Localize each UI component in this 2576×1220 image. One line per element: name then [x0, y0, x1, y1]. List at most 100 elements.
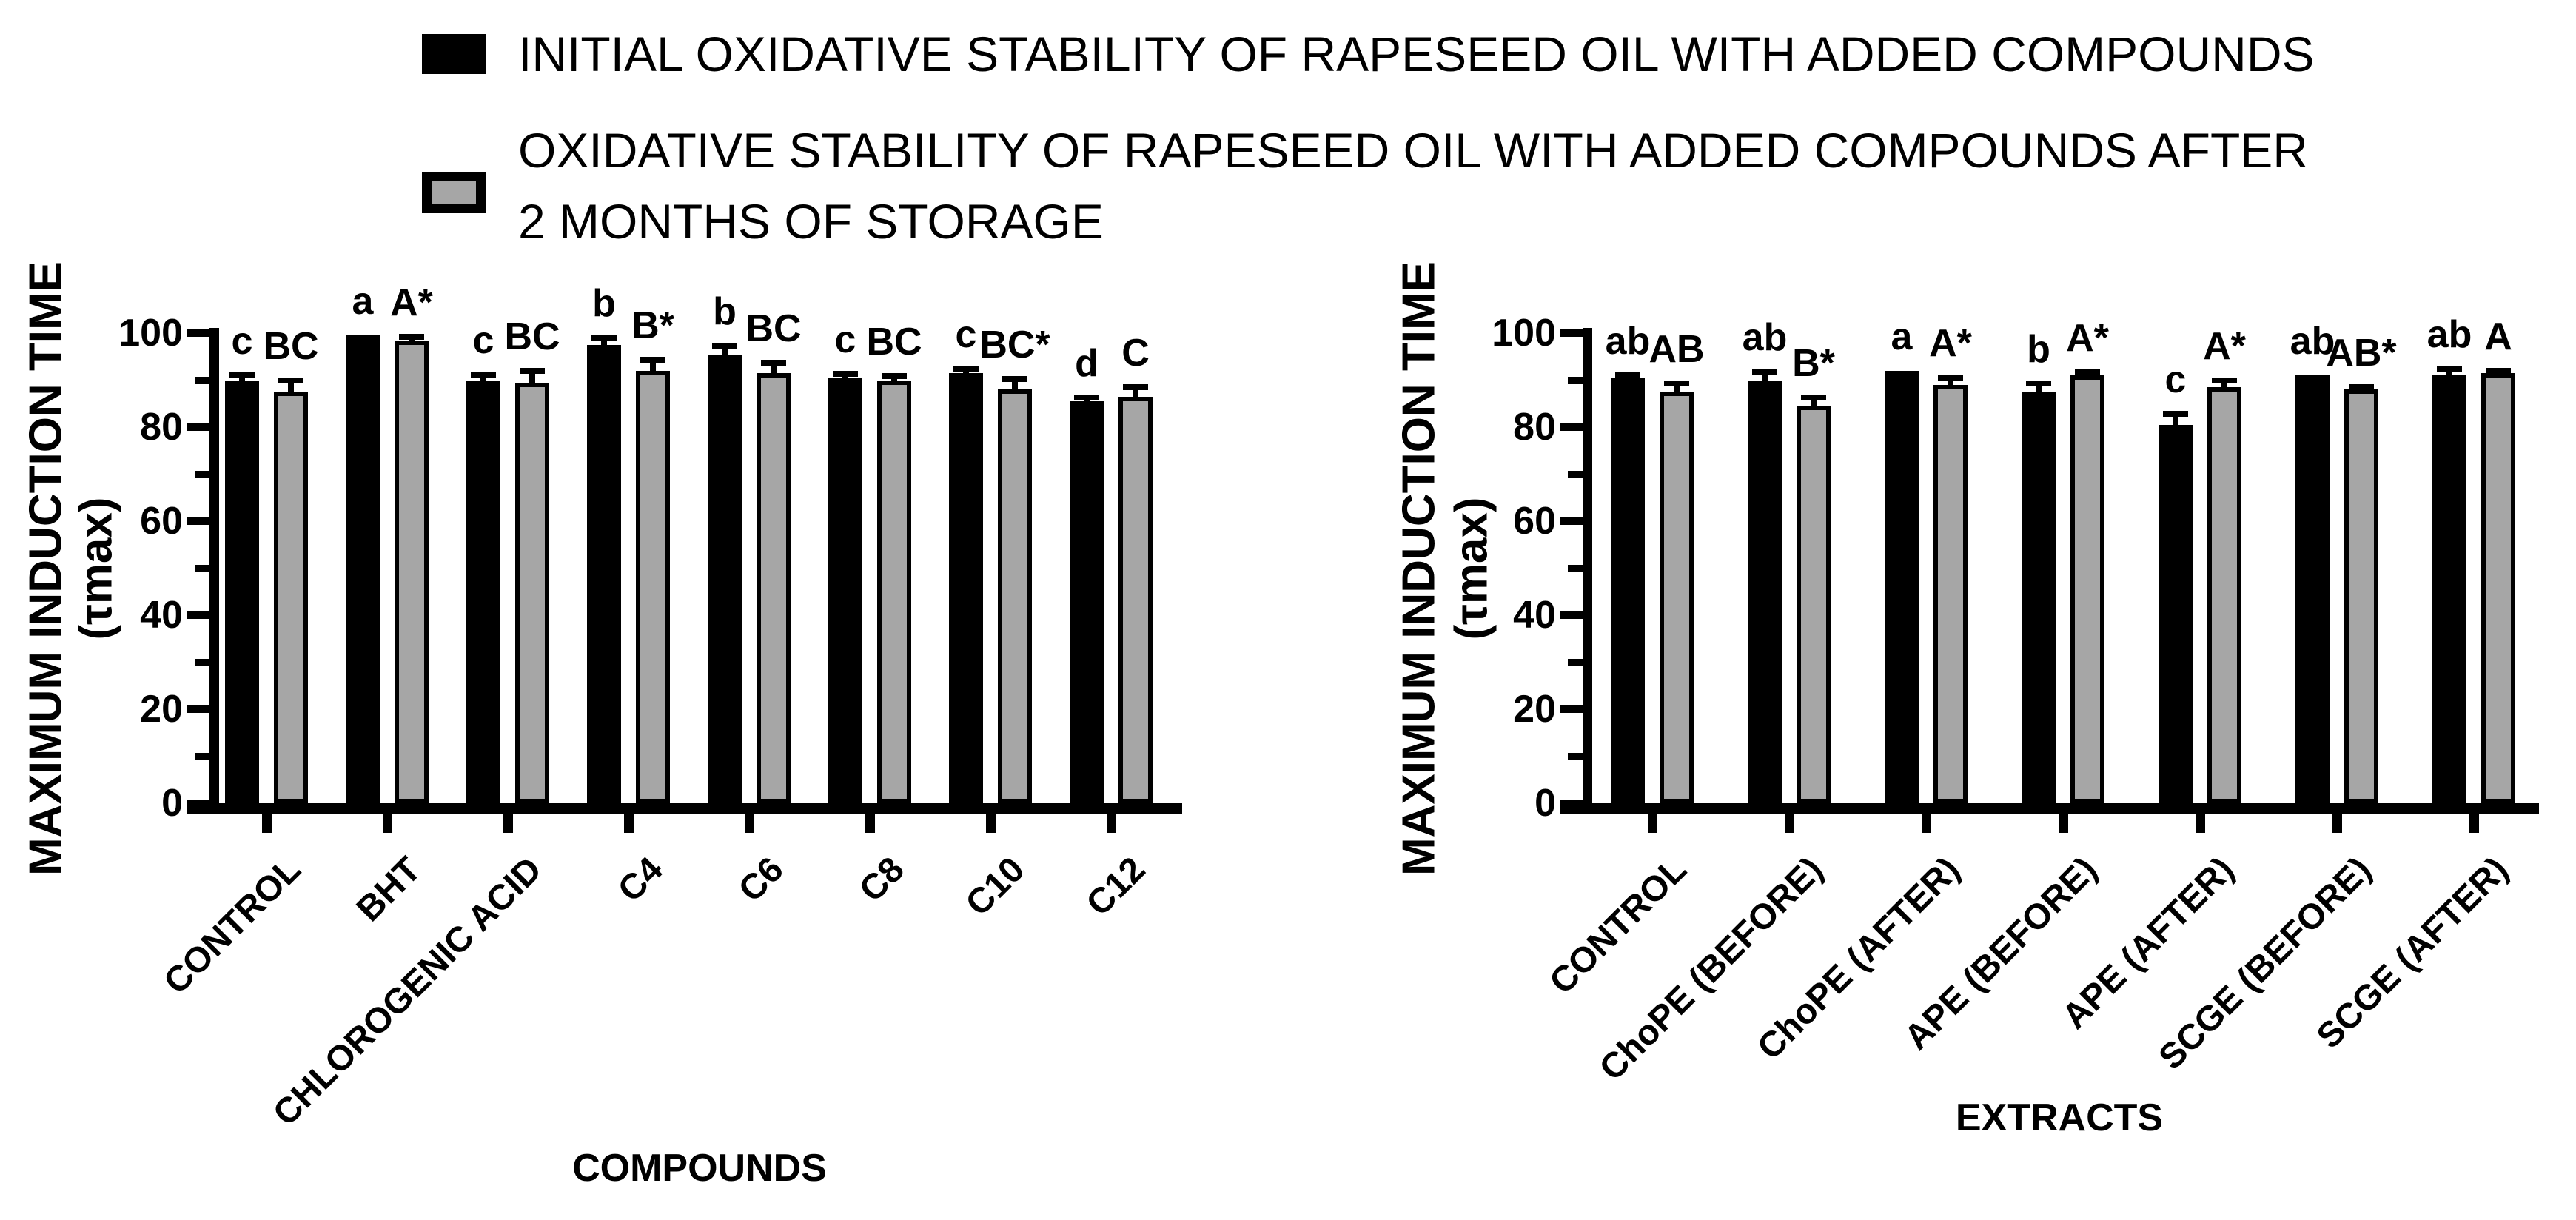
- y-major-tick: [1560, 611, 1583, 619]
- error-bar-whisker: [963, 368, 969, 378]
- error-bar-cap: [2486, 368, 2511, 375]
- legend-label-initial-line: INITIAL OXIDATIVE STABILITY OF RAPESEED …: [518, 27, 2315, 81]
- significance-label: c: [2164, 358, 2187, 402]
- y-tick-label: 60: [140, 500, 183, 543]
- x-category-label: ChoPE (BEFORE): [1592, 849, 1831, 1089]
- y-axis-title: MAXIMUM INDUCTION TIME: [1393, 261, 1445, 877]
- x-group-tick: [745, 803, 754, 833]
- error-bar-whisker: [842, 374, 848, 383]
- bar: [757, 372, 791, 803]
- x-category-label: CONTROL: [156, 849, 309, 1002]
- y-major-tick: [187, 611, 209, 619]
- x-group-tick: [262, 803, 272, 833]
- significance-label: AB: [1648, 327, 1705, 371]
- x-category-label: C10: [958, 849, 1033, 924]
- bar: [2207, 387, 2241, 803]
- bar: [1748, 380, 1782, 803]
- bar: [949, 372, 983, 803]
- x-group-tick: [1922, 803, 1931, 833]
- significance-label: b: [2027, 327, 2050, 371]
- bar: [1070, 401, 1104, 803]
- significance-label: a: [352, 280, 374, 324]
- bar: [2344, 389, 2378, 803]
- x-axis-line: [1560, 803, 2539, 814]
- y-minor-tick: [1568, 658, 1583, 666]
- error-bar-whisker: [1133, 387, 1138, 401]
- x-axis-title: COMPOUNDS: [572, 1147, 827, 1190]
- error-bar-cap: [2163, 411, 2188, 418]
- x-group-tick: [2059, 803, 2068, 833]
- error-bar-whisker: [480, 374, 486, 385]
- y-minor-tick: [195, 658, 209, 666]
- error-bar-cap: [712, 343, 737, 349]
- y-axis-line: [209, 328, 219, 814]
- error-bar-whisker: [2446, 368, 2452, 381]
- error-bar-whisker: [2495, 371, 2501, 378]
- x-category-label: C12: [1079, 849, 1153, 924]
- legend-label-initial: INITIAL OXIDATIVE STABILITY OF RAPESEED …: [518, 19, 2315, 90]
- error-bar-cap: [882, 373, 907, 380]
- error-bar-cap: [278, 377, 303, 383]
- y-axis-title: MAXIMUM INDUCTION TIME: [20, 261, 72, 877]
- error-bar-whisker: [1948, 378, 1953, 389]
- bar: [1885, 370, 1919, 803]
- error-bar-whisker: [2084, 372, 2090, 381]
- significance-label: c: [472, 318, 494, 362]
- y-major-tick: [187, 517, 209, 525]
- bar: [1611, 378, 1645, 803]
- error-bar-cap: [591, 335, 617, 341]
- x-category-label: C4: [610, 849, 671, 910]
- significance-label: c: [834, 318, 856, 362]
- significance-label: BC: [866, 321, 922, 364]
- significance-label: A: [2484, 315, 2512, 359]
- error-bar-whisker: [1811, 397, 1817, 411]
- y-major-tick: [1560, 705, 1583, 713]
- y-tick-label: 0: [1534, 782, 1556, 825]
- y-tick-label: 80: [1513, 406, 1556, 449]
- significance-label: BC: [263, 324, 319, 368]
- bar: [708, 354, 742, 803]
- y-tick-label: 40: [1513, 594, 1556, 637]
- y-tick-label: 40: [140, 594, 183, 637]
- error-bar-cap: [1074, 394, 1099, 400]
- x-category-label: C8: [851, 849, 912, 910]
- significance-label: d: [1075, 341, 1099, 385]
- x-group-tick: [1107, 803, 1116, 833]
- y-axis-title: (τmax): [70, 497, 122, 640]
- y-tick-label: 100: [1492, 312, 1556, 355]
- significance-label: ab: [1605, 320, 1651, 363]
- bar: [274, 392, 308, 803]
- significance-label: A*: [2203, 324, 2246, 368]
- error-bar-whisker: [2221, 380, 2227, 392]
- y-tick-label: 60: [1513, 500, 1556, 543]
- y-axis-title: (τmax): [1446, 497, 1497, 640]
- error-bar-cap: [1938, 375, 1963, 381]
- significance-label: ab: [1742, 316, 1788, 360]
- x-category-label: C6: [731, 849, 791, 910]
- y-minor-tick: [195, 376, 209, 384]
- error-bar-cap: [1664, 380, 1689, 386]
- significance-label: B*: [1792, 341, 1835, 385]
- error-bar-whisker: [2036, 383, 2042, 397]
- error-bar-whisker: [2358, 387, 2364, 395]
- significance-label: BC: [504, 315, 560, 358]
- bar: [395, 340, 429, 803]
- x-group-tick: [383, 803, 392, 833]
- error-bar-whisker: [1012, 379, 1018, 395]
- bar: [2295, 375, 2330, 803]
- y-major-tick: [187, 423, 209, 431]
- significance-label: ab: [2290, 320, 2335, 363]
- y-tick-label: 20: [1513, 688, 1556, 731]
- error-bar-whisker: [650, 360, 656, 375]
- y-minor-tick: [195, 752, 209, 760]
- error-bar-cap: [1123, 384, 1148, 391]
- bar: [828, 378, 862, 803]
- y-minor-tick: [1568, 376, 1583, 384]
- x-group-tick: [503, 803, 513, 833]
- bar: [1118, 396, 1153, 803]
- y-major-tick: [1560, 800, 1583, 807]
- x-axis-title: EXTRACTS: [1955, 1096, 2164, 1139]
- bar: [2432, 375, 2466, 803]
- bar: [1660, 392, 1694, 803]
